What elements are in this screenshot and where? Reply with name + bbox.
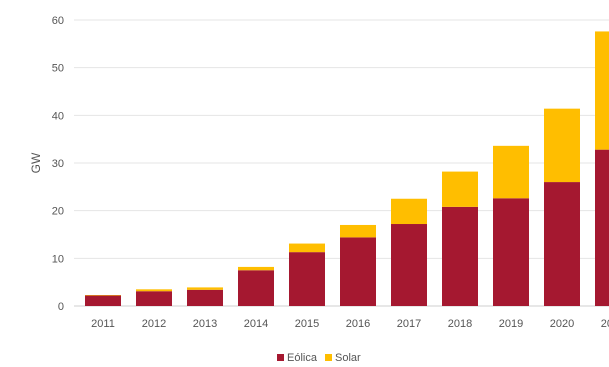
bar-solar-2017	[391, 198, 427, 225]
x-tick-label: 2021	[601, 318, 609, 330]
bar-solar-2020	[544, 108, 580, 183]
legend-swatch	[277, 354, 284, 361]
bar-eolica-2018	[442, 206, 478, 306]
bar-eolica-2021	[595, 149, 609, 306]
bar-eolica-2011	[85, 295, 121, 306]
legend-swatch	[325, 354, 332, 361]
bar-solar-2012	[136, 289, 172, 292]
bar-eolica-2015	[289, 252, 325, 306]
x-axis-ticks: 2011 2012 2013 2014 2015 2016 2017 2018 2019 2020…	[91, 318, 609, 330]
x-tick-label: 2018	[448, 318, 472, 330]
y-axis-ticks: 0 10 20 30 40 50 60	[52, 15, 64, 313]
legend-label: Solar	[335, 352, 361, 364]
bar-solar-2013	[187, 287, 223, 290]
bars	[85, 31, 609, 306]
bar-solar-2015	[289, 243, 325, 253]
x-tick-label: 2020	[550, 318, 574, 330]
bar-solar-2019	[493, 145, 529, 199]
legend: Eólica Solar	[277, 352, 361, 364]
bar-eolica-2020	[544, 182, 580, 306]
x-tick-label: 2015	[295, 318, 319, 330]
y-tick-label: 60	[52, 15, 64, 27]
bar-solar-2014	[238, 266, 274, 271]
gridlines	[74, 19, 609, 307]
x-tick-label: 2016	[346, 318, 370, 330]
y-tick-label: 50	[52, 63, 64, 75]
bar-solar-2018	[442, 171, 478, 207]
x-tick-label: 2012	[142, 318, 166, 330]
bar-eolica-2012	[136, 291, 172, 306]
bar-eolica-2019	[493, 198, 529, 306]
bar-solar-2016	[340, 224, 376, 238]
x-tick-label: 2014	[244, 318, 268, 330]
bar-solar-2021	[595, 31, 609, 150]
y-tick-label: 20	[52, 206, 64, 218]
y-tick-label: 10	[52, 253, 64, 265]
y-tick-label: 30	[52, 158, 64, 170]
bar-eolica-2014	[238, 270, 274, 306]
x-tick-label: 2011	[91, 318, 115, 330]
y-tick-label: 40	[52, 110, 64, 122]
x-tick-label: 2019	[499, 318, 523, 330]
x-tick-label: 2017	[397, 318, 421, 330]
bar-eolica-2017	[391, 224, 427, 306]
bar-eolica-2016	[340, 237, 376, 306]
bar-eolica-2013	[187, 289, 223, 306]
y-tick-label: 0	[58, 301, 64, 313]
y-axis-title: GW	[29, 152, 43, 173]
legend-label: Eólica	[287, 352, 318, 364]
x-tick-label: 2013	[193, 318, 217, 330]
